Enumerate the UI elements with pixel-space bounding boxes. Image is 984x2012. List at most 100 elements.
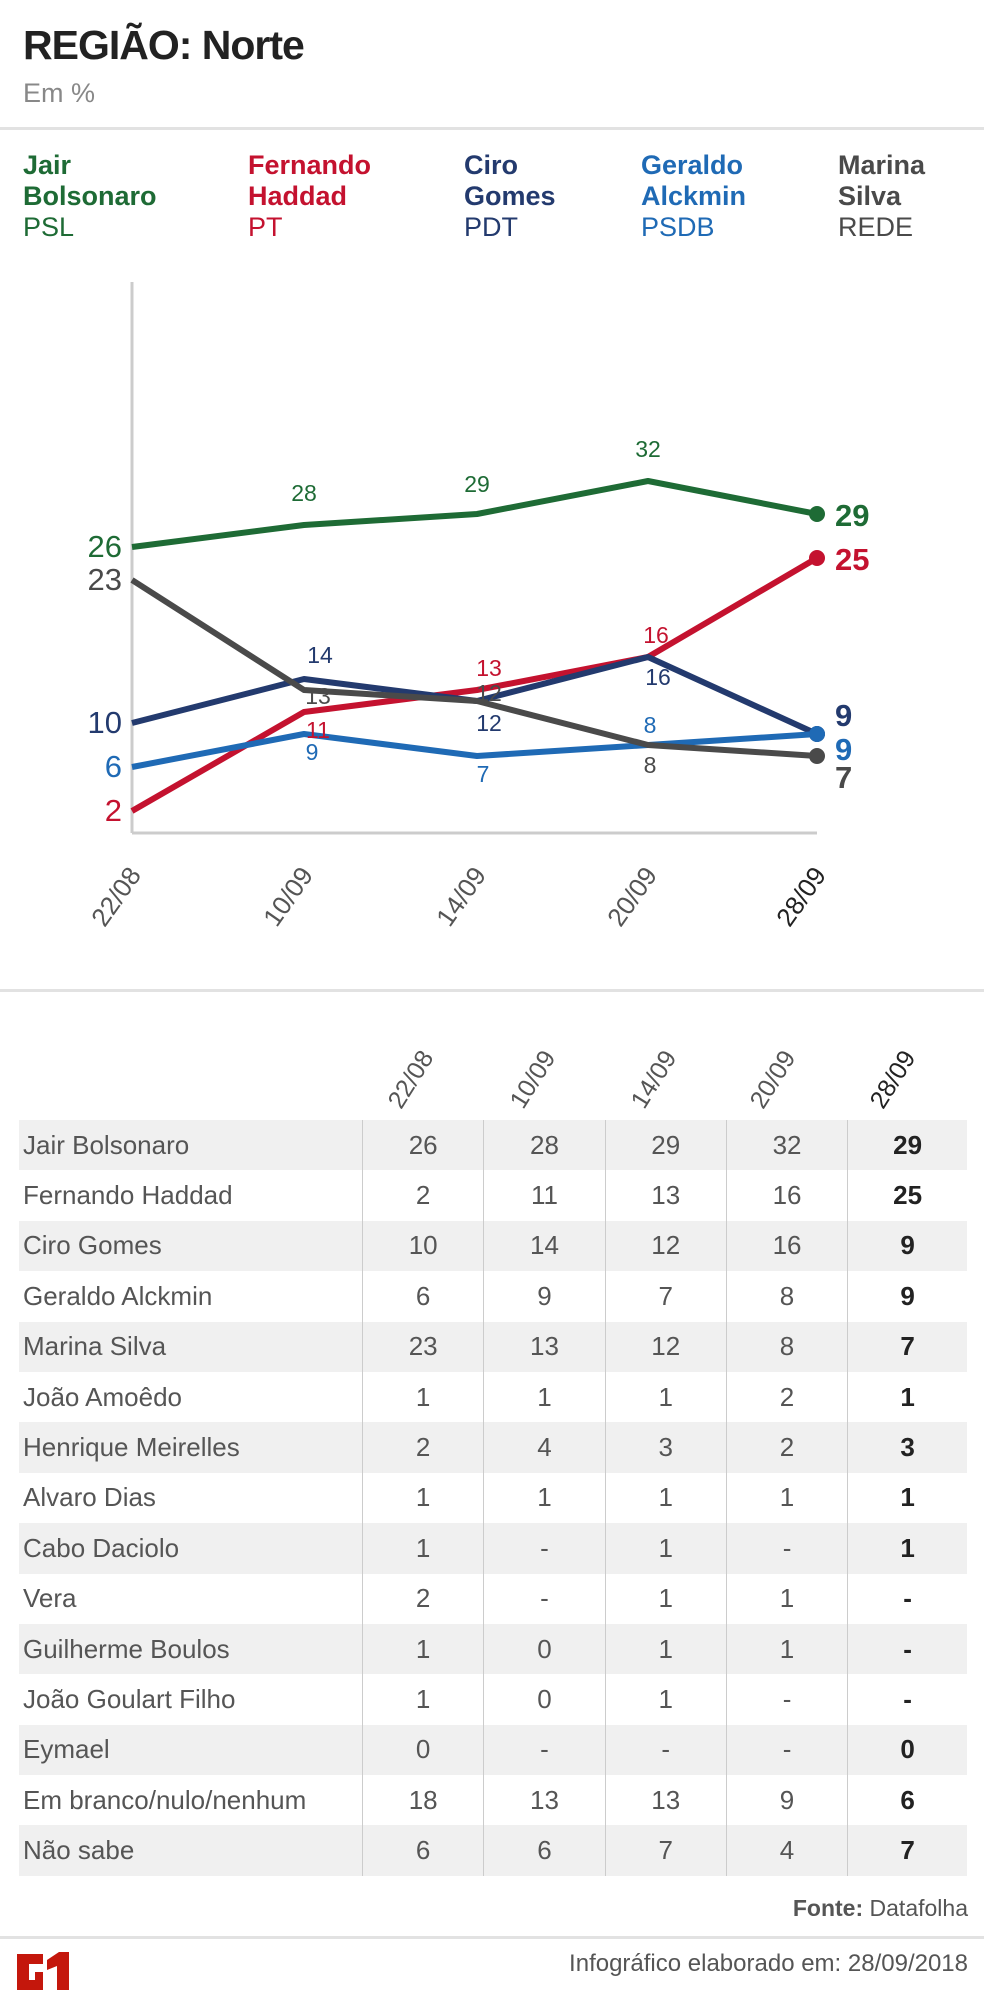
table-cell: 29 [847,1120,967,1171]
subtitle: Em % [23,78,96,108]
table-cell: 2 [361,1170,484,1221]
legend-item: Marina Silva REDE [838,150,925,243]
table-cell: 2 [725,1371,848,1423]
data-label: 7 [477,761,490,787]
table-cell: 7 [604,1825,727,1876]
data-label: 29 [464,471,490,497]
end-label: 9 [835,732,852,767]
table-cell: 3 [604,1422,727,1473]
x-tick-label: 20/09 [601,861,663,932]
table-cell: 1 [725,1472,848,1524]
table-cell: 1 [725,1623,848,1675]
x-tick-label: 28/09 [770,861,832,932]
table-cell: 6 [361,1271,484,1322]
legend-last-name: Gomes [464,181,556,211]
data-label: 28 [291,480,317,506]
table-cell: 9 [483,1271,606,1322]
column-header: 20/09 [744,1045,802,1114]
table-cell: 7 [847,1825,967,1876]
table-row: João Amoêdo 1 1 1 2 1 [19,1371,967,1423]
table-cell: - [725,1724,848,1776]
table-cell: 12 [604,1220,727,1272]
x-tick-label: 10/09 [257,861,319,932]
end-marker [809,550,825,566]
legend-item: Geraldo Alckmin PSDB [641,150,746,243]
table-cell: 3 [847,1422,967,1473]
table-cell: 1 [725,1573,848,1624]
end-marker [809,506,825,522]
legend-last-name: Haddad [248,181,348,211]
legend-first-name: Marina [838,150,926,180]
data-label: 12 [476,680,502,706]
x-tick-label: 22/08 [85,861,147,932]
table-cell: 1 [604,1623,727,1675]
series-line [131,731,818,770]
table-row: Cabo Daciolo 1-1-1 [19,1523,967,1574]
candidate-name: Vera [23,1583,77,1614]
legend-item: Jair Bolsonaro PSL [23,150,157,243]
table-cell: - [483,1724,606,1776]
table-cell: - [725,1674,848,1725]
data-label: 13 [476,655,502,681]
divider [0,1936,984,1939]
table-row: Marina Silva 23 13 12 8 7 [19,1321,967,1372]
legend-party: PDT [464,212,518,242]
series-line [131,654,819,737]
legend-item: Ciro Gomes PDT [464,150,556,243]
table-cell: 13 [483,1775,606,1826]
table-cell: 1 [604,1523,727,1574]
data-label: 14 [307,642,333,668]
table-cell: 9 [847,1220,967,1272]
table-cell: 8 [725,1321,848,1372]
candidate-name: Henrique Meirelles [19,1422,363,1473]
table-cell: 1 [604,1674,727,1725]
table-cell: 0 [483,1623,606,1675]
table-cell: 23 [361,1321,484,1372]
results-table: Jair Bolsonaro 26 28 29 32 29 Fernando Haddad 2… [19,1120,967,1876]
footer-date: Infográfico elaborado em: 28/09/2018 [569,1950,968,1977]
table-cell: 13 [483,1321,606,1372]
table-cell: 0 [361,1724,484,1776]
legend-last-name: Silva [838,181,902,211]
table-cell: 6 [847,1775,967,1826]
table-cell: 13 [604,1775,727,1826]
table-cell: 1 [483,1371,606,1423]
table-cell: - [847,1674,967,1725]
end-label: 9 [835,698,852,733]
table-row: Vera 2-1 1- [19,1573,967,1624]
table-cell: 16 [725,1170,848,1221]
table-cell: 1 [847,1523,967,1574]
candidate-name: Em branco/nulo/nenhum [23,1784,307,1815]
table-cell: 12 [604,1321,727,1372]
table-cell: 6 [361,1825,484,1876]
table-cell: - [483,1523,606,1574]
legend-party: PSL [23,212,75,242]
table-cell: 1 [847,1371,967,1423]
legend-last-name: Alckmin [641,181,747,211]
table-cell: 1 [604,1371,727,1423]
table-row: João Goulart Filho 1 0 1- - [19,1674,967,1725]
table-cell: 0 [847,1724,967,1776]
legend-first-name: Fernando [248,150,372,180]
legend-first-name: Geraldo [641,150,744,180]
table-cell: - [847,1623,967,1675]
candidate-name: Jair Bolsonaro [19,1120,363,1171]
table-cell: 29 [604,1120,727,1171]
page-title: REGIÃO: Norte [23,22,305,68]
legend-item: Fernando Haddad PT [248,150,371,243]
candidate-name: Ciro Gomes [19,1220,363,1272]
table-cell: 7 [847,1321,967,1372]
candidate-name: Fernando Haddad [23,1180,233,1211]
table-cell: 28 [483,1120,606,1171]
data-label: 11 [306,717,330,743]
legend-party: PT [248,212,283,242]
series-line [131,478,818,550]
candidate-name: Alvaro Dias [23,1482,156,1513]
data-label: 32 [635,436,661,462]
table-row: Alvaro Dias 1 1 1 1 1 [19,1472,967,1524]
table-cell: 11 [483,1170,606,1221]
start-label: 26 [88,529,122,564]
candidate-name: Marina Silva [19,1321,363,1372]
start-label: 23 [88,562,122,597]
table-cell: 26 [361,1120,484,1171]
